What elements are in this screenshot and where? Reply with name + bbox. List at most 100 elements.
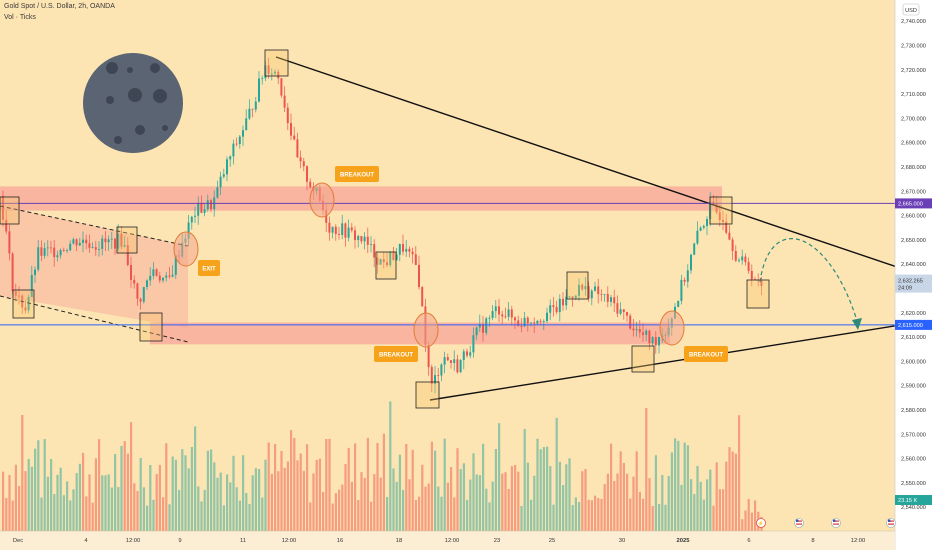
volume-bar <box>469 479 472 531</box>
candle <box>693 242 696 256</box>
lightning-event-icon <box>756 518 766 528</box>
candle <box>254 96 257 113</box>
price-tick-label: 2,680.000 <box>901 165 926 171</box>
candle <box>238 134 241 149</box>
candle <box>549 299 552 321</box>
annotation-label: EXIT <box>202 267 216 273</box>
volume-bar <box>494 448 497 531</box>
volume-bar <box>747 499 750 531</box>
candle <box>347 219 350 242</box>
candle <box>475 326 478 340</box>
volume-bar <box>235 487 238 531</box>
volume-bar <box>37 440 40 531</box>
candle <box>155 268 158 277</box>
candle <box>648 329 651 351</box>
volume-bar <box>395 481 398 531</box>
time-tick-label: Dec <box>13 538 23 544</box>
currency-label[interactable]: USD <box>905 8 917 14</box>
candle <box>286 103 289 131</box>
volume-bar <box>680 484 683 531</box>
candle <box>613 289 616 313</box>
breakout-circle <box>173 231 199 267</box>
candle <box>507 302 510 321</box>
price-tick-label: 2,690.000 <box>901 141 926 147</box>
candle <box>267 57 270 79</box>
volume-bar <box>194 426 197 531</box>
candle <box>654 331 657 354</box>
volume-bar <box>133 483 136 531</box>
candle <box>728 225 731 241</box>
candle <box>638 320 641 338</box>
time-axis-panel <box>0 531 895 550</box>
volume-bar <box>75 473 78 531</box>
time-tick-label: 30 <box>619 538 625 544</box>
candle <box>494 299 497 319</box>
candle <box>568 295 571 298</box>
volume-bar <box>373 474 376 531</box>
candle <box>552 297 555 317</box>
volume-bar <box>264 459 267 531</box>
candle <box>539 318 542 325</box>
candle <box>136 282 139 306</box>
candle <box>235 137 238 147</box>
candle <box>126 237 129 267</box>
volume-bar <box>203 489 206 531</box>
volume-bar <box>130 422 133 531</box>
volume-bar <box>667 475 670 531</box>
candle <box>395 247 398 261</box>
volume-bar <box>181 449 184 531</box>
volume-bar <box>453 497 456 531</box>
volume-bar <box>270 473 273 531</box>
volume-bar <box>62 495 65 531</box>
us-flag-event-icon[interactable] <box>831 518 841 528</box>
candle <box>430 364 433 392</box>
volume-bar <box>72 489 75 531</box>
candle <box>472 327 475 358</box>
annotation-tag <box>374 346 418 362</box>
volume-bar <box>187 468 190 531</box>
candle <box>680 274 683 305</box>
volume-bar <box>686 445 689 531</box>
volume-bar <box>101 475 104 531</box>
candle <box>203 203 206 217</box>
volume-bar <box>597 498 600 531</box>
volume-bar <box>744 510 747 531</box>
candle <box>584 277 587 296</box>
candle <box>75 238 78 252</box>
volume-bar <box>485 488 488 531</box>
volume-bar <box>754 500 757 531</box>
level-price-badge <box>895 319 932 330</box>
time-tick-label: 16 <box>337 538 343 544</box>
volume-bar <box>693 494 696 531</box>
candle <box>277 69 280 85</box>
candle <box>40 240 43 262</box>
volume-bar <box>542 447 545 531</box>
annotation-tag <box>198 260 220 276</box>
volume-bar <box>238 500 241 531</box>
candle <box>72 237 75 245</box>
candle <box>34 266 36 284</box>
volume-bar <box>664 504 667 531</box>
volume-bar <box>616 473 619 531</box>
volume-bar <box>651 505 654 531</box>
volume-bar <box>709 469 712 531</box>
us-flag-event-icon[interactable] <box>794 518 804 528</box>
volume-value-badge <box>895 495 932 505</box>
symbol-title: Gold Spot / U.S. Dollar, 2h, OANDA <box>4 3 115 10</box>
annotation-label: BREAKOUT <box>689 353 723 359</box>
candle <box>696 221 699 246</box>
volume-bar <box>632 476 635 531</box>
volume-bar <box>280 450 283 531</box>
candle <box>168 267 171 279</box>
us-flag-event-icon[interactable] <box>886 518 896 528</box>
volume-bar <box>363 477 366 531</box>
candle <box>398 243 401 262</box>
volume-bar <box>549 466 552 531</box>
candle <box>702 224 705 230</box>
volume-bar <box>155 474 158 531</box>
volume-bar <box>299 453 302 531</box>
highlight-box <box>264 49 289 77</box>
candle <box>171 265 174 278</box>
candle <box>562 292 564 311</box>
